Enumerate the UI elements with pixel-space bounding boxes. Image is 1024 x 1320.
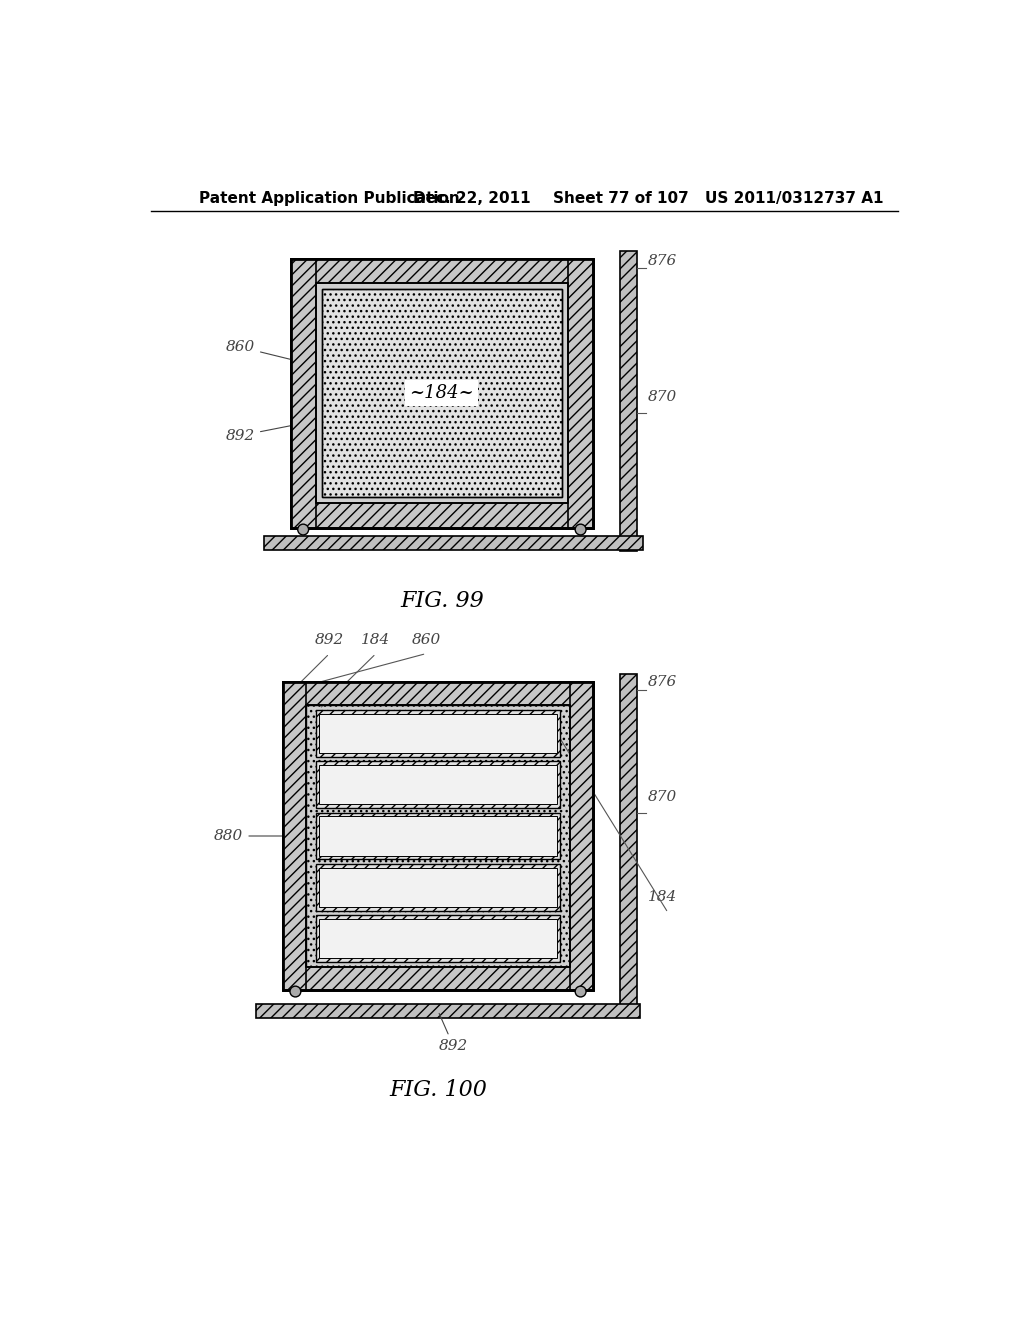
Text: 870: 870 [648, 791, 677, 804]
Text: 870: 870 [648, 389, 677, 404]
Bar [291, 259, 315, 528]
Bar [256, 1003, 640, 1018]
Text: 860: 860 [412, 632, 441, 647]
Text: 892: 892 [225, 421, 316, 442]
Text: US 2011/0312737 A1: US 2011/0312737 A1 [706, 191, 884, 206]
Text: 892: 892 [439, 1014, 468, 1053]
Bar [319, 867, 557, 907]
Text: FIG. 100: FIG. 100 [389, 1080, 487, 1101]
Bar [315, 865, 560, 911]
Text: 880: 880 [214, 829, 294, 843]
Bar [319, 766, 557, 804]
Text: ~184~: ~184~ [410, 384, 474, 403]
Bar [315, 762, 560, 808]
Bar [315, 710, 560, 756]
Bar [569, 682, 593, 990]
Bar [306, 705, 569, 966]
Text: Patent Application Publication: Patent Application Publication [200, 191, 460, 206]
Bar [322, 289, 562, 498]
Text: 184: 184 [361, 632, 390, 647]
Bar [315, 916, 560, 962]
Text: Dec. 22, 2011: Dec. 22, 2011 [414, 191, 530, 206]
Bar [263, 536, 643, 549]
Text: 876: 876 [648, 253, 677, 268]
Circle shape [298, 524, 308, 535]
Bar [322, 289, 562, 498]
Bar [283, 682, 593, 990]
Bar [568, 259, 593, 528]
Bar [283, 966, 593, 990]
Bar [306, 705, 569, 966]
Circle shape [290, 986, 301, 997]
Text: 184: 184 [648, 891, 677, 904]
Bar [283, 682, 593, 705]
Bar [291, 503, 593, 528]
Bar [319, 817, 557, 855]
Text: Sheet 77 of 107: Sheet 77 of 107 [553, 191, 688, 206]
Bar [291, 259, 593, 528]
Circle shape [575, 524, 586, 535]
Bar [315, 813, 560, 859]
Bar [319, 714, 557, 752]
Text: 892: 892 [314, 632, 344, 647]
Bar [291, 259, 593, 528]
Bar [315, 284, 568, 503]
Bar [291, 259, 593, 284]
Bar [621, 675, 637, 1006]
Text: 876: 876 [648, 675, 677, 689]
Bar [319, 919, 557, 958]
Bar [283, 682, 306, 990]
Circle shape [575, 986, 586, 997]
Text: FIG. 99: FIG. 99 [400, 590, 483, 612]
Bar [621, 251, 637, 552]
Bar [283, 682, 593, 990]
Text: 860: 860 [225, 341, 300, 362]
